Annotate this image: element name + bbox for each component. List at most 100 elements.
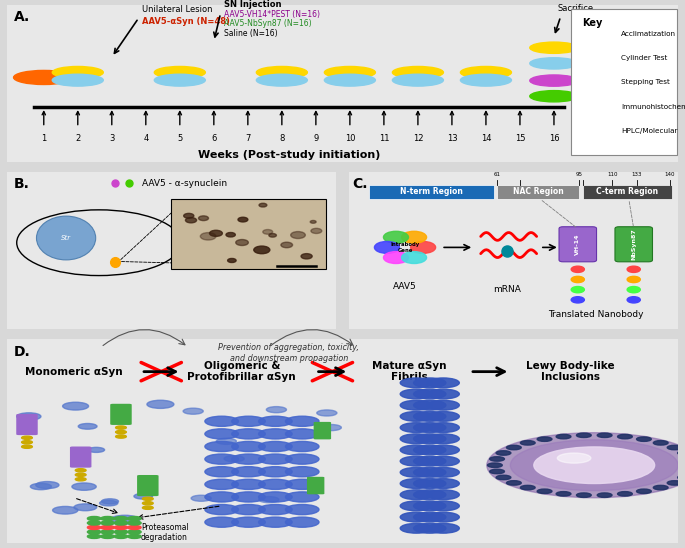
Text: 1: 1 [41,134,47,143]
Circle shape [88,447,105,453]
Circle shape [36,482,59,489]
Circle shape [88,521,101,525]
Circle shape [427,512,460,522]
Circle shape [414,523,446,533]
Circle shape [627,296,640,303]
Circle shape [258,517,292,527]
Text: 140: 140 [664,172,675,177]
Text: 7: 7 [245,134,251,143]
Text: 5: 5 [177,134,182,143]
Circle shape [400,445,432,455]
Circle shape [216,438,236,444]
Circle shape [281,242,292,248]
Circle shape [618,492,632,496]
Circle shape [571,287,584,293]
Circle shape [571,276,584,283]
Circle shape [301,254,312,259]
Circle shape [134,493,153,499]
Circle shape [414,434,446,444]
Circle shape [74,504,97,511]
Circle shape [325,74,375,86]
Circle shape [400,423,432,432]
Circle shape [114,530,127,534]
Circle shape [414,490,446,500]
Circle shape [256,66,308,78]
Circle shape [127,534,141,539]
Circle shape [460,66,512,78]
Circle shape [226,232,236,237]
Circle shape [577,493,591,498]
Circle shape [232,517,265,527]
Text: Acclimatization: Acclimatization [621,31,676,37]
Circle shape [627,276,640,283]
FancyBboxPatch shape [137,475,158,496]
Bar [583,185,671,199]
Text: 9: 9 [313,134,319,143]
Circle shape [401,231,427,243]
Text: Intrabody
Gene: Intrabody Gene [390,242,420,253]
Circle shape [384,231,408,243]
Circle shape [677,451,685,455]
Circle shape [571,266,584,272]
Circle shape [258,416,292,426]
Circle shape [88,534,101,539]
Circle shape [286,517,319,527]
Circle shape [88,516,101,521]
Circle shape [78,424,97,429]
Circle shape [205,467,238,477]
Circle shape [14,71,74,84]
Circle shape [116,435,126,438]
Circle shape [530,90,578,102]
Circle shape [321,425,341,431]
Circle shape [414,445,446,455]
Circle shape [534,447,655,483]
Text: Weeks (Post-study initiation): Weeks (Post-study initiation) [197,150,380,161]
Text: Lewy Body-like
Inclusions: Lewy Body-like Inclusions [527,361,615,383]
FancyBboxPatch shape [307,477,325,494]
Circle shape [521,441,535,445]
Circle shape [427,478,460,488]
Circle shape [400,512,432,522]
Text: Translated Nanobody: Translated Nanobody [548,310,644,319]
Text: 2: 2 [75,134,80,143]
Circle shape [556,435,571,439]
Text: AAV5 - α-synuclein: AAV5 - α-synuclein [142,179,227,188]
Circle shape [232,480,265,489]
Circle shape [22,441,32,444]
Circle shape [400,389,432,399]
Circle shape [400,401,432,410]
Circle shape [414,467,446,477]
Circle shape [186,218,197,223]
Circle shape [205,454,238,464]
Circle shape [684,456,685,461]
Text: Mature αSyn
Fibrils: Mature αSyn Fibrils [373,361,447,383]
Circle shape [210,230,223,236]
Text: 8: 8 [279,134,284,143]
Circle shape [269,233,277,237]
Circle shape [290,232,306,238]
Text: D.: D. [14,345,30,359]
Circle shape [232,442,265,452]
Circle shape [427,445,460,455]
Circle shape [400,501,432,511]
Circle shape [286,429,319,439]
Circle shape [537,489,552,494]
Circle shape [627,266,640,272]
Circle shape [393,66,443,78]
Circle shape [259,496,279,503]
Text: Monomeric αSyn: Monomeric αSyn [25,367,123,376]
Circle shape [400,478,432,488]
Circle shape [258,480,292,489]
Circle shape [224,455,245,462]
Text: HPLC/Molecular: HPLC/Molecular [621,128,677,134]
Circle shape [496,475,511,480]
Circle shape [427,467,460,477]
FancyBboxPatch shape [559,227,597,262]
Circle shape [667,446,682,450]
Text: A.: A. [14,10,30,24]
Circle shape [427,490,460,500]
Circle shape [400,523,432,533]
Circle shape [142,497,153,500]
Text: N-term Region: N-term Region [400,187,463,196]
Circle shape [200,232,216,240]
